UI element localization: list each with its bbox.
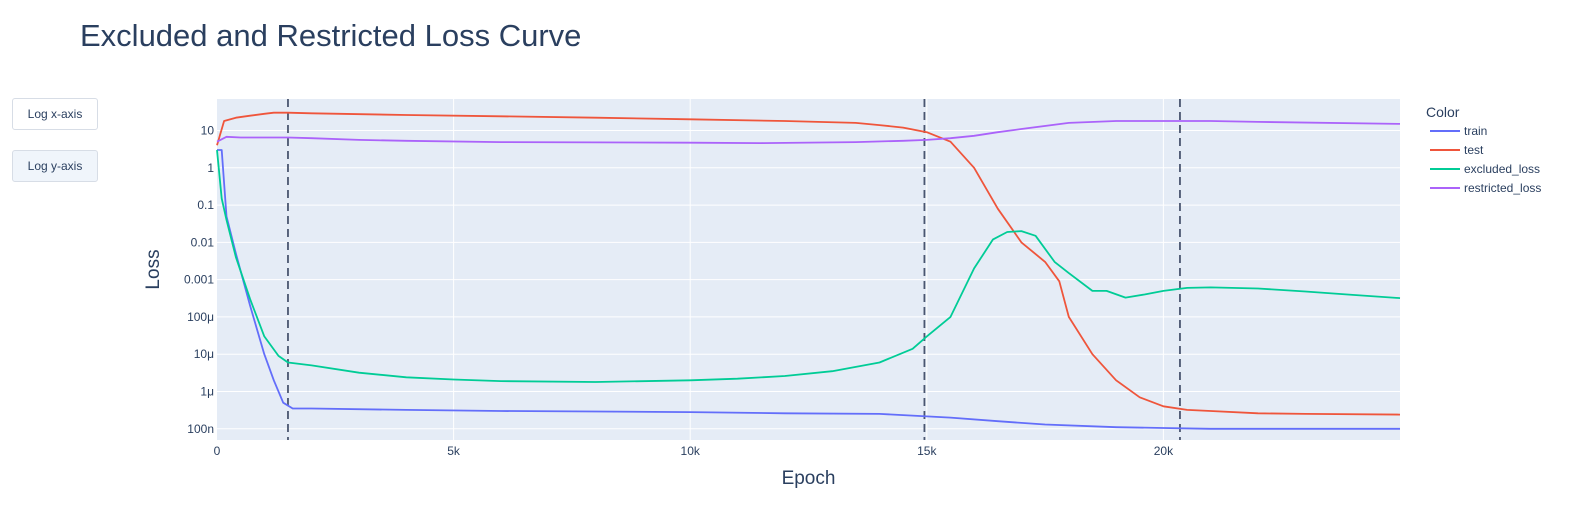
y-tick-label: 0.001	[184, 273, 214, 287]
legend-item-excluded-loss: excluded_loss	[1464, 162, 1540, 176]
legend-item-test: test	[1464, 143, 1484, 157]
y-tick-label: 10μ	[194, 347, 214, 361]
x-tick-label: 10k	[681, 444, 701, 458]
y-axis-title: Loss	[143, 249, 164, 289]
legend-item-train: train	[1464, 124, 1487, 138]
grid-lines	[217, 99, 1400, 440]
x-tick-label: 15k	[917, 444, 937, 458]
x-axis-title: Epoch	[782, 468, 836, 489]
chart-title: Excluded and Restricted Loss Curve	[80, 18, 582, 53]
x-tick-label: 5k	[447, 444, 461, 458]
legend[interactable]: Color train test excluded_loss restricted_l…	[1426, 104, 1541, 195]
plot-area	[217, 99, 1400, 440]
series-line-train	[217, 149, 1400, 430]
y-tick-label: 100n	[187, 422, 214, 436]
series-lines	[216, 111, 1401, 430]
y-tick-labels: 100n 1μ 10μ 100μ 0.001 0.01 0.1 1 10	[184, 124, 214, 436]
x-tick-labels: 0 5k 10k 15k 20k	[214, 444, 1174, 458]
y-tick-label: 1	[207, 161, 214, 175]
y-tick-label: 10	[201, 124, 215, 138]
y-tick-label: 1μ	[200, 384, 214, 398]
log-x-axis-button[interactable]: Log x-axis	[12, 98, 98, 130]
legend-title: Color	[1426, 104, 1460, 120]
y-tick-label: 100μ	[187, 310, 214, 324]
series-line-test	[216, 111, 1401, 416]
x-tick-label: 20k	[1154, 444, 1174, 458]
legend-item-restricted-loss: restricted_loss	[1464, 181, 1541, 195]
series-line-excluded-loss	[216, 149, 1401, 383]
series-line-restricted-loss	[216, 120, 1401, 145]
y-tick-label: 0.01	[191, 235, 215, 249]
y-tick-label: 0.1	[197, 198, 214, 212]
vertical-markers	[287, 99, 1181, 440]
log-y-axis-button[interactable]: Log y-axis	[12, 150, 98, 182]
x-tick-label: 0	[214, 444, 221, 458]
